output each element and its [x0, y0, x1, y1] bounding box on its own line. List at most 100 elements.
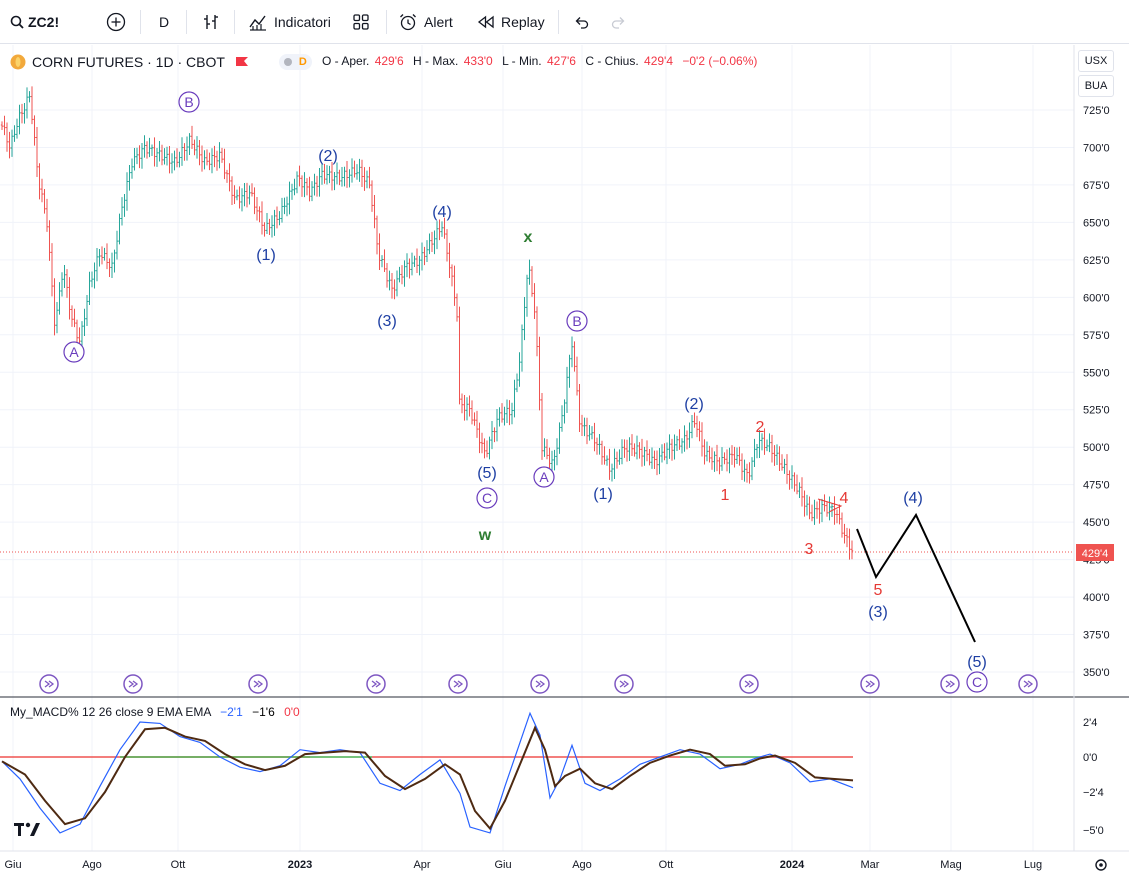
price-axis-label: 550'0	[1083, 367, 1110, 379]
price-axis-label: 400'0	[1083, 592, 1110, 604]
event-arrow	[865, 680, 872, 688]
time-axis-label: Ago	[82, 859, 102, 871]
time-axis-label: Lug	[1024, 859, 1042, 871]
price-axis-label: 700'0	[1083, 142, 1110, 154]
chart-canvas[interactable]: A B (1) (2) (3) (4) (5) Cw x A B (1) (2) 1 2 3 4 5 (3) (4) (…	[0, 45, 1129, 883]
flag-icon[interactable]	[235, 56, 249, 68]
wave-label-two1: (2)	[318, 148, 338, 165]
event-arrow	[371, 680, 378, 688]
market-status-badge[interactable]: D	[278, 54, 312, 70]
macd-line	[1, 711, 854, 834]
chart-legend[interactable]: CORN FUTURES · 1D · CBOT D	[10, 52, 312, 72]
wave-label-one1: (1)	[256, 247, 276, 264]
indicators-button[interactable]: Indicatori	[248, 0, 331, 44]
wave4-triangle	[817, 498, 843, 513]
time-axis[interactable]: Giu Ago Ott 2023 Apr Giu Ago Ott 2024 Mar Mag Lug	[4, 859, 1042, 871]
toolbar-divider	[234, 10, 235, 34]
symbol-title: CORN FUTURES · 1D · CBOT	[32, 54, 225, 70]
toolbar-divider	[186, 10, 187, 34]
wave-label-w: w	[478, 527, 492, 544]
macd-pane[interactable]	[0, 711, 854, 834]
compare-symbol-button[interactable]	[106, 0, 126, 44]
replay-label: Replay	[501, 14, 545, 30]
main-pane[interactable]	[0, 45, 1074, 697]
wave-label-three2: (3)	[868, 604, 888, 621]
price-axis[interactable]: 725'0 700'0 675'0 650'0 625'0 600'0 575'0 550'0…	[1083, 105, 1110, 679]
price-axis-label: 450'0	[1083, 517, 1110, 529]
time-axis-label: Giu	[4, 859, 21, 871]
time-axis-label: Ago	[572, 859, 592, 871]
symbol-search[interactable]: ZC2!	[10, 0, 59, 44]
alert-label: Alert	[424, 14, 453, 30]
time-axis-label: 2023	[288, 859, 312, 871]
unit-button[interactable]: BUA	[1078, 75, 1114, 97]
symbol-label: ZC2!	[28, 14, 60, 30]
bars-chart-icon	[204, 15, 218, 29]
macd-axis: 2'4 0'0 −2'4 −5'0	[1083, 717, 1104, 837]
wave-label-five1: (5)	[477, 465, 497, 482]
event-arrow	[44, 680, 51, 688]
time-axis-label: Ott	[659, 859, 674, 871]
delay-badge: D	[298, 56, 307, 68]
event-arrow	[1027, 680, 1034, 688]
indicators-label: Indicatori	[274, 14, 331, 30]
grid-lines	[0, 45, 1074, 851]
macd-axis-label: −2'4	[1083, 787, 1104, 799]
event-arrow	[457, 680, 464, 688]
wave-circle	[476, 487, 498, 509]
price-axis-label: 375'0	[1083, 630, 1110, 642]
event-arrow	[535, 680, 542, 688]
undo-button[interactable]	[572, 0, 590, 44]
close-value: 429'4	[644, 54, 674, 68]
toolbar-divider	[558, 10, 559, 34]
wave-label-four1: (4)	[432, 204, 452, 221]
wave-label-one2: (1)	[593, 486, 613, 503]
open-value: 429'6	[374, 54, 404, 68]
macd-legend[interactable]: My_MACD% 12 26 close 9 EMA EMA −2'1 −1'6…	[10, 705, 300, 719]
change-value: −0'2 (−0.06%)	[682, 54, 758, 68]
tradingview-logo[interactable]	[14, 822, 40, 836]
undo-icon	[575, 17, 589, 29]
price-axis-label: 625'0	[1083, 255, 1110, 267]
wave-circle	[566, 310, 588, 332]
price-axis-label: 525'0	[1083, 405, 1110, 417]
layouts-button[interactable]	[352, 0, 370, 44]
indicators-icon	[249, 15, 266, 31]
replay-button[interactable]: Replay	[477, 0, 545, 44]
macd-axis-label: 0'0	[1083, 752, 1097, 764]
event-arrow	[949, 680, 956, 688]
price-axis-label: 650'0	[1083, 217, 1110, 229]
event-arrow	[748, 680, 755, 688]
time-axis-label: 2024	[780, 859, 805, 871]
redo-button[interactable]	[610, 0, 628, 44]
wave-label-B2: B	[572, 313, 581, 329]
plus-circle-icon	[106, 12, 126, 32]
price-axis-label: 675'0	[1083, 180, 1110, 192]
wave-label-four2: (4)	[903, 490, 923, 507]
time-axis-label: Mag	[940, 859, 961, 871]
wave-label-two2: (2)	[684, 396, 704, 413]
interval-button[interactable]: D	[159, 0, 169, 44]
price-bars	[0, 86, 854, 560]
event-arrow	[619, 680, 626, 688]
redo-icon	[611, 17, 625, 29]
open-label: O - Aper.	[322, 54, 370, 68]
macd-axis-label: 2'4	[1083, 717, 1097, 729]
event-arrow	[453, 680, 460, 688]
wave-circle	[966, 671, 988, 693]
time-axis-label: Ott	[171, 859, 186, 871]
chart-type-button[interactable]	[201, 0, 221, 44]
price-axis-label: 500'0	[1083, 442, 1110, 454]
corn-symbol-icon	[10, 54, 26, 70]
wave-label-x: x	[524, 229, 533, 246]
low-label: L - Min.	[502, 54, 542, 68]
event-arrow	[48, 680, 55, 688]
search-icon	[10, 15, 24, 29]
price-axis-label: 575'0	[1083, 330, 1110, 342]
event-arrow	[132, 680, 139, 688]
event-arrow	[744, 680, 751, 688]
currency-button[interactable]: USX	[1078, 50, 1114, 72]
alert-button[interactable]: Alert	[398, 0, 453, 44]
event-markers[interactable]	[39, 674, 1038, 694]
settings-gear-icon[interactable]	[1095, 859, 1107, 871]
